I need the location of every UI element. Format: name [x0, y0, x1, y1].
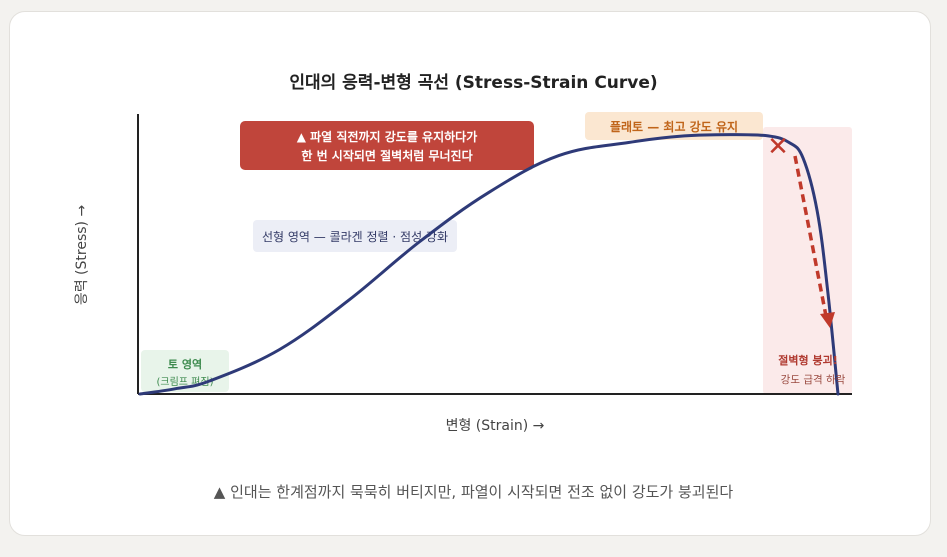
plateau-box — [585, 112, 763, 140]
chart-title: 인대의 응력-변형 곡선 (Stress-Strain Curve) — [289, 73, 658, 93]
linear-box — [253, 220, 457, 252]
collapse-arrowhead-icon — [820, 312, 835, 328]
warning-line-1: ▲ 파열 직전까지 강도를 유지하다가 — [297, 129, 478, 144]
x-axis-label: 변형 (Strain) → — [446, 418, 545, 434]
plateau-label: 플래토 — 최고 강도 유지 — [610, 119, 738, 134]
collapse-label-2: 강도 급격 하락 — [781, 373, 846, 386]
stress-strain-curve — [138, 133, 840, 396]
failure-marker-icon: ✕ — [767, 132, 789, 162]
warning-line-2: 한 번 시작되면 절벽처럼 무너진다 — [301, 148, 472, 163]
y-axis-label: 응력 (Stress) → — [74, 205, 90, 306]
toe-label-1: 토 영역 — [168, 357, 202, 371]
collapse-label-1: 절벽형 붕괴! — [778, 353, 837, 367]
warning-box — [240, 121, 534, 170]
figure-caption: ▲ 인대는 한계점까지 묵묵히 버티지만, 파열이 시작되면 전조 없이 강도가… — [213, 483, 734, 501]
collapse-arrow — [793, 155, 828, 317]
linear-label: 선형 영역 — 콜라겐 정렬 · 점성 강화 — [262, 230, 448, 244]
